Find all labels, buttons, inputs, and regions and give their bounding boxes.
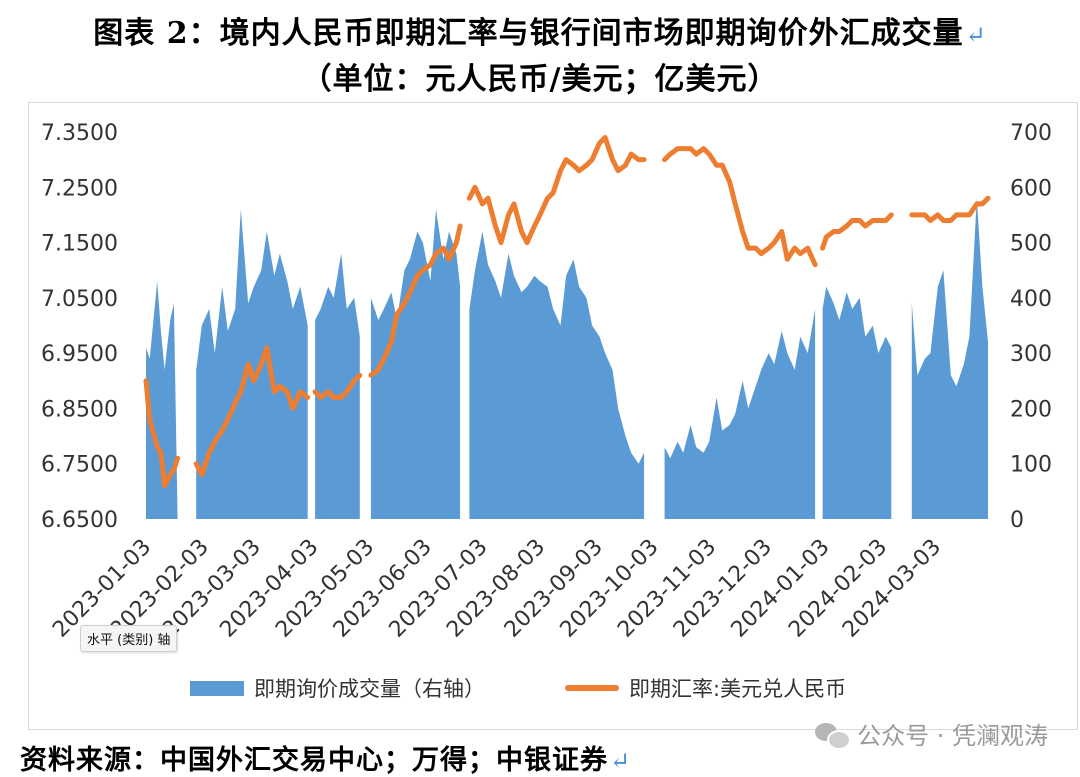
rate-line-segment-6 xyxy=(820,212,894,251)
volume-area-segment-5 xyxy=(664,308,816,519)
right-axis-tick-label: 300 xyxy=(1010,342,1052,367)
x-axis-tick-label: 2023-05-03 xyxy=(271,535,379,643)
watermark-text: 公众号 · 凭澜观涛 xyxy=(857,722,1048,750)
left-axis-tick-label: 7.2500 xyxy=(41,176,118,201)
wechat-icon xyxy=(815,721,852,750)
return-mark-icon: ↵ xyxy=(965,21,987,49)
legend-label-volume: 即期询价成交量（右轴） xyxy=(254,677,485,701)
x-axis-tick-label: 2023-10-03 xyxy=(556,535,664,643)
volume-area-segment-6 xyxy=(822,286,892,519)
left-axis-tick-label: 7.0500 xyxy=(41,287,118,312)
right-axis-tick-label: 400 xyxy=(1010,287,1052,312)
left-axis-tick-label: 7.1500 xyxy=(41,232,118,257)
rate-line-segment-0 xyxy=(143,378,181,489)
right-axis-tick-label: 0 xyxy=(1010,508,1024,533)
right-axis-tick-label: 500 xyxy=(1010,232,1052,257)
legend-swatch-rate xyxy=(565,685,619,691)
left-axis-tick-label: 6.8500 xyxy=(41,397,118,422)
chart-title-line1: 图表 2：境内人民币即期汇率与银行间市场即期询价外汇成交量↵ xyxy=(93,16,987,51)
right-axis-tick-label: 200 xyxy=(1010,397,1052,422)
volume-area-segment-0 xyxy=(146,281,178,519)
legend[interactable]: 即期询价成交量（右轴） 即期汇率:美元兑人民币 xyxy=(190,673,846,703)
chart-frame xyxy=(28,102,1078,730)
rate-line-segment-2 xyxy=(312,372,363,400)
volume-area-segment-3 xyxy=(370,209,461,519)
x-axis-tick-label: 2023-12-03 xyxy=(669,535,777,643)
volume-area-segment-1 xyxy=(196,209,308,519)
rate-line-segment-7 xyxy=(909,195,991,223)
volume-area-segment-7 xyxy=(911,198,988,520)
source-note: 资料来源：中国外汇交易中心；万得；中银证券↵ xyxy=(20,745,632,776)
left-axis-tick-label: 6.9500 xyxy=(41,342,118,367)
return-mark-icon: ↵ xyxy=(610,747,632,775)
right-axis-tick-label: 700 xyxy=(1010,121,1052,146)
chart-title-line2: （单位：元人民币/美元；亿美元） xyxy=(301,62,779,97)
left-axis-tick-label: 6.7500 xyxy=(41,453,118,478)
watermark: 公众号 · 凭澜观涛 xyxy=(815,716,1048,751)
volume-area-segment-2 xyxy=(315,253,360,519)
rate-line-segment-1 xyxy=(193,345,311,478)
legend-swatch-volume xyxy=(190,680,244,696)
left-axis-tick-label: 6.6500 xyxy=(41,508,118,533)
rate-line-segment-3 xyxy=(368,223,463,378)
right-axis-tick-label: 100 xyxy=(1010,453,1052,478)
legend-label-rate: 即期汇率:美元兑人民币 xyxy=(629,677,847,701)
x-axis-tick-label: 2023-07-03 xyxy=(385,535,493,643)
axis-tooltip: 水平 (类别) 轴 xyxy=(80,625,178,652)
left-axis-tick-label: 7.3500 xyxy=(41,121,118,146)
rate-line-segment-4 xyxy=(466,135,647,246)
right-axis-tick-label: 600 xyxy=(1010,176,1052,201)
rate-line-segment-5 xyxy=(662,146,818,268)
volume-area-segment-4 xyxy=(469,231,645,519)
